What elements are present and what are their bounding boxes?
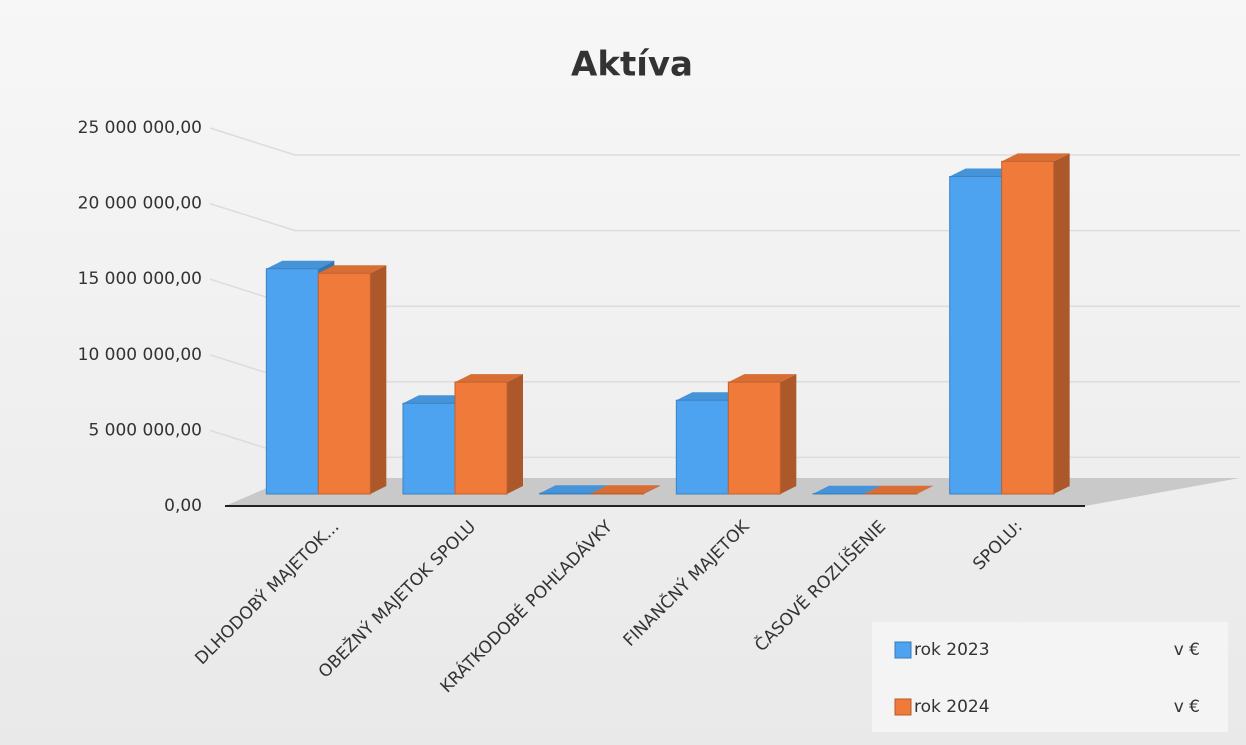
legend-label: rok 2023: [914, 640, 990, 660]
bar-face: [402, 402, 456, 495]
y-tick-label: 5 000 000,00: [88, 420, 202, 440]
bar-face: [780, 374, 797, 494]
bar: [317, 265, 387, 495]
bar-face: [265, 268, 319, 495]
bar-face: [1001, 153, 1070, 162]
bar-face: [643, 485, 660, 494]
legend-label: rok 2024: [914, 697, 990, 717]
bar: [591, 485, 660, 495]
bar-face: [728, 374, 797, 383]
bar-face: [403, 395, 471, 404]
y-tick-label: 25 000 000,00: [78, 118, 202, 138]
grid-line: [209, 127, 1240, 156]
bar-face: [949, 175, 1003, 495]
legend-box: [872, 622, 1228, 732]
bar-face: [917, 485, 933, 494]
bar-face: [454, 381, 508, 495]
legend-unit: v €: [1174, 640, 1200, 660]
bar-face: [539, 492, 593, 495]
legend-swatch: [894, 641, 912, 659]
legend-swatch: [894, 698, 912, 716]
bar-face: [1053, 153, 1070, 495]
bar-face: [1001, 160, 1055, 495]
chart-title: Aktíva: [571, 45, 693, 85]
bar-face: [317, 272, 371, 495]
y-tick-label: 10 000 000,00: [78, 345, 202, 365]
bar: [727, 374, 797, 495]
bar-face: [266, 260, 335, 269]
y-tick-label: 15 000 000,00: [78, 269, 202, 289]
legend-unit: v €: [1174, 697, 1200, 717]
bar-face: [539, 485, 608, 494]
bar: [454, 374, 523, 495]
bar-face: [507, 374, 523, 494]
bar-face: [591, 492, 645, 495]
bar-face: [675, 399, 729, 495]
bar: [1001, 153, 1070, 495]
y-tick-label: 20 000 000,00: [78, 194, 202, 214]
bar-face: [318, 265, 387, 274]
bar-face: [727, 381, 781, 495]
y-tick-label: 0,00: [164, 496, 202, 516]
bar-face: [676, 392, 745, 401]
bar-face: [949, 168, 1018, 177]
bar: [864, 485, 933, 495]
bar-face: [865, 485, 933, 494]
grid-line: [209, 202, 1240, 232]
bar-face: [455, 374, 523, 383]
bar-face: [591, 485, 660, 494]
bar-face: [813, 485, 881, 494]
bar-face: [370, 265, 387, 494]
